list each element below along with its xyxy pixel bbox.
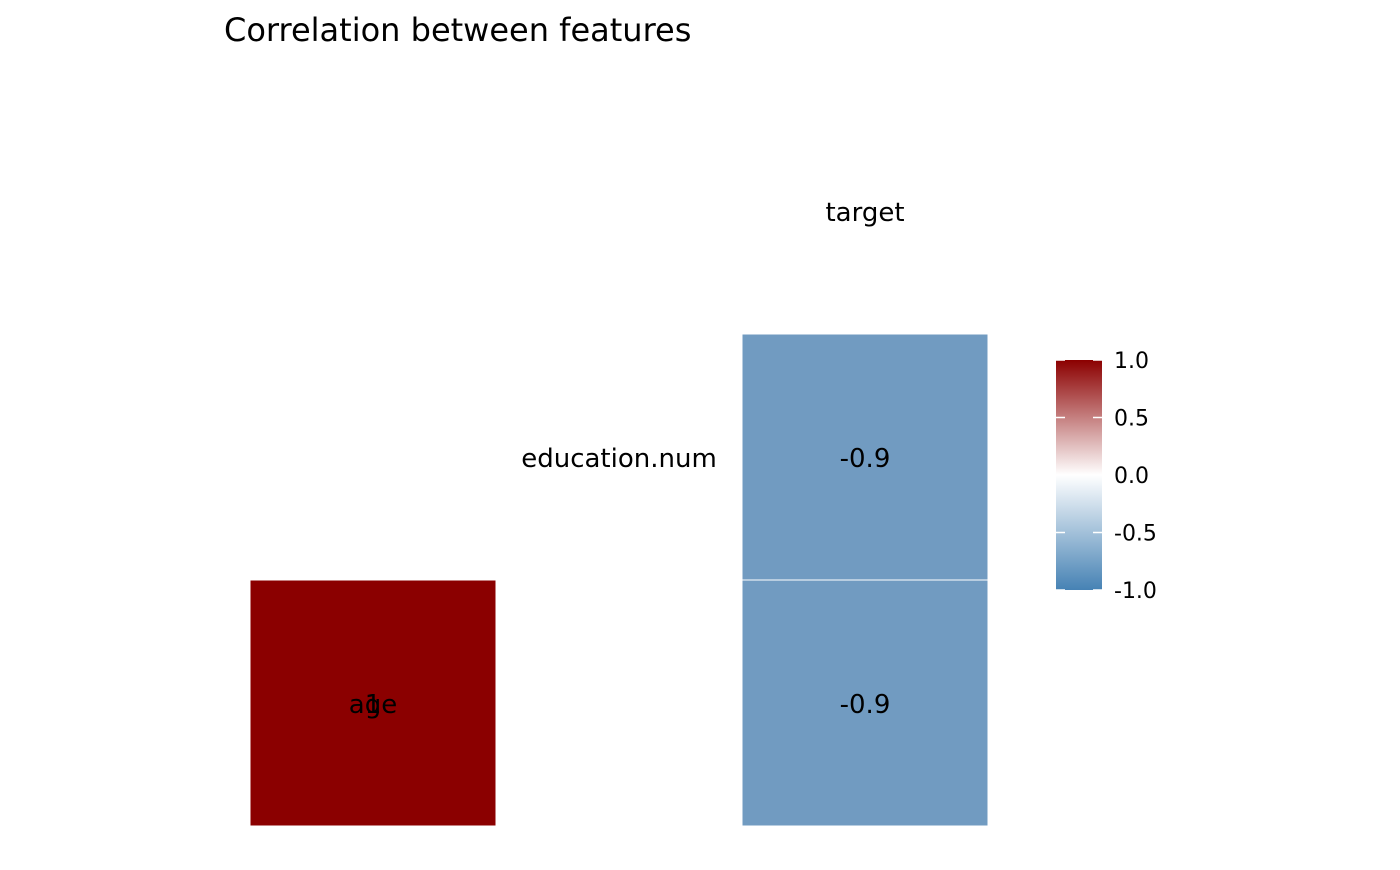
legend-tick-label: -1.0 bbox=[1114, 579, 1157, 604]
cell-value-label-education-num-target: -0.9 bbox=[840, 444, 891, 474]
heatmap-cell-age-target bbox=[741, 579, 989, 827]
cell-value-label-age-target: -0.9 bbox=[840, 690, 891, 720]
variable-label-age: age bbox=[349, 690, 397, 720]
legend-tick-label: -0.5 bbox=[1114, 522, 1157, 547]
legend-tick-label: 1.0 bbox=[1114, 349, 1149, 374]
legend-tick-label: 0.5 bbox=[1114, 407, 1149, 432]
heatmap-cells: 1 -0.9 -0.9 bbox=[249, 333, 989, 827]
legend-tick-label: 0.0 bbox=[1114, 464, 1149, 489]
variable-label-education-num: education.num bbox=[521, 444, 717, 474]
variable-label-target: target bbox=[825, 198, 904, 228]
chart-title: Correlation between features bbox=[224, 11, 692, 49]
color-legend: 1.0 0.5 0.0 -0.5 -1.0 bbox=[1056, 349, 1157, 604]
heatmap-cell-age-age bbox=[249, 579, 497, 827]
cell-value-label-age-age: 1 bbox=[365, 690, 382, 720]
axis-labels: education.num age target bbox=[349, 198, 905, 720]
heatmap-cell-education-num-target bbox=[741, 333, 989, 581]
